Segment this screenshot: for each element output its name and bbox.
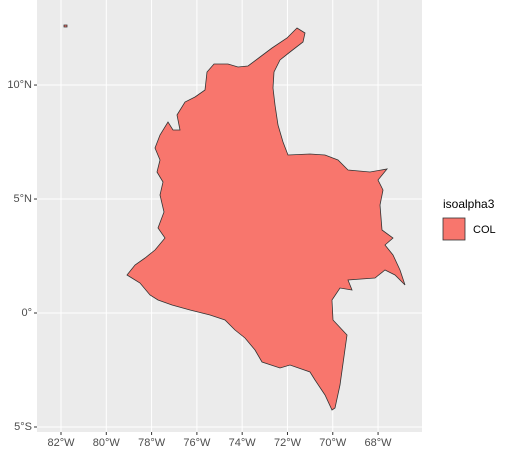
legend-key <box>442 217 466 241</box>
country-shape <box>63 24 406 411</box>
legend-label: COL <box>473 224 496 236</box>
x-tick-label: 72°W <box>274 437 302 449</box>
y-tick-label: 0° <box>21 307 32 319</box>
y-tick-label: 5°N <box>14 193 33 205</box>
x-tick-label: 74°W <box>229 437 257 449</box>
x-tick-label: 70°W <box>319 437 347 449</box>
y-tick-label: 5°S <box>14 421 32 433</box>
y-tick-label: 10°N <box>7 79 32 91</box>
x-tick-label: 78°W <box>138 437 166 449</box>
legend-title: isoalpha3 <box>443 197 495 211</box>
x-tick-label: 80°W <box>93 437 121 449</box>
x-tick-label: 68°W <box>365 437 393 449</box>
x-tick-label: 82°W <box>47 437 75 449</box>
x-tick-label: 76°W <box>183 437 211 449</box>
